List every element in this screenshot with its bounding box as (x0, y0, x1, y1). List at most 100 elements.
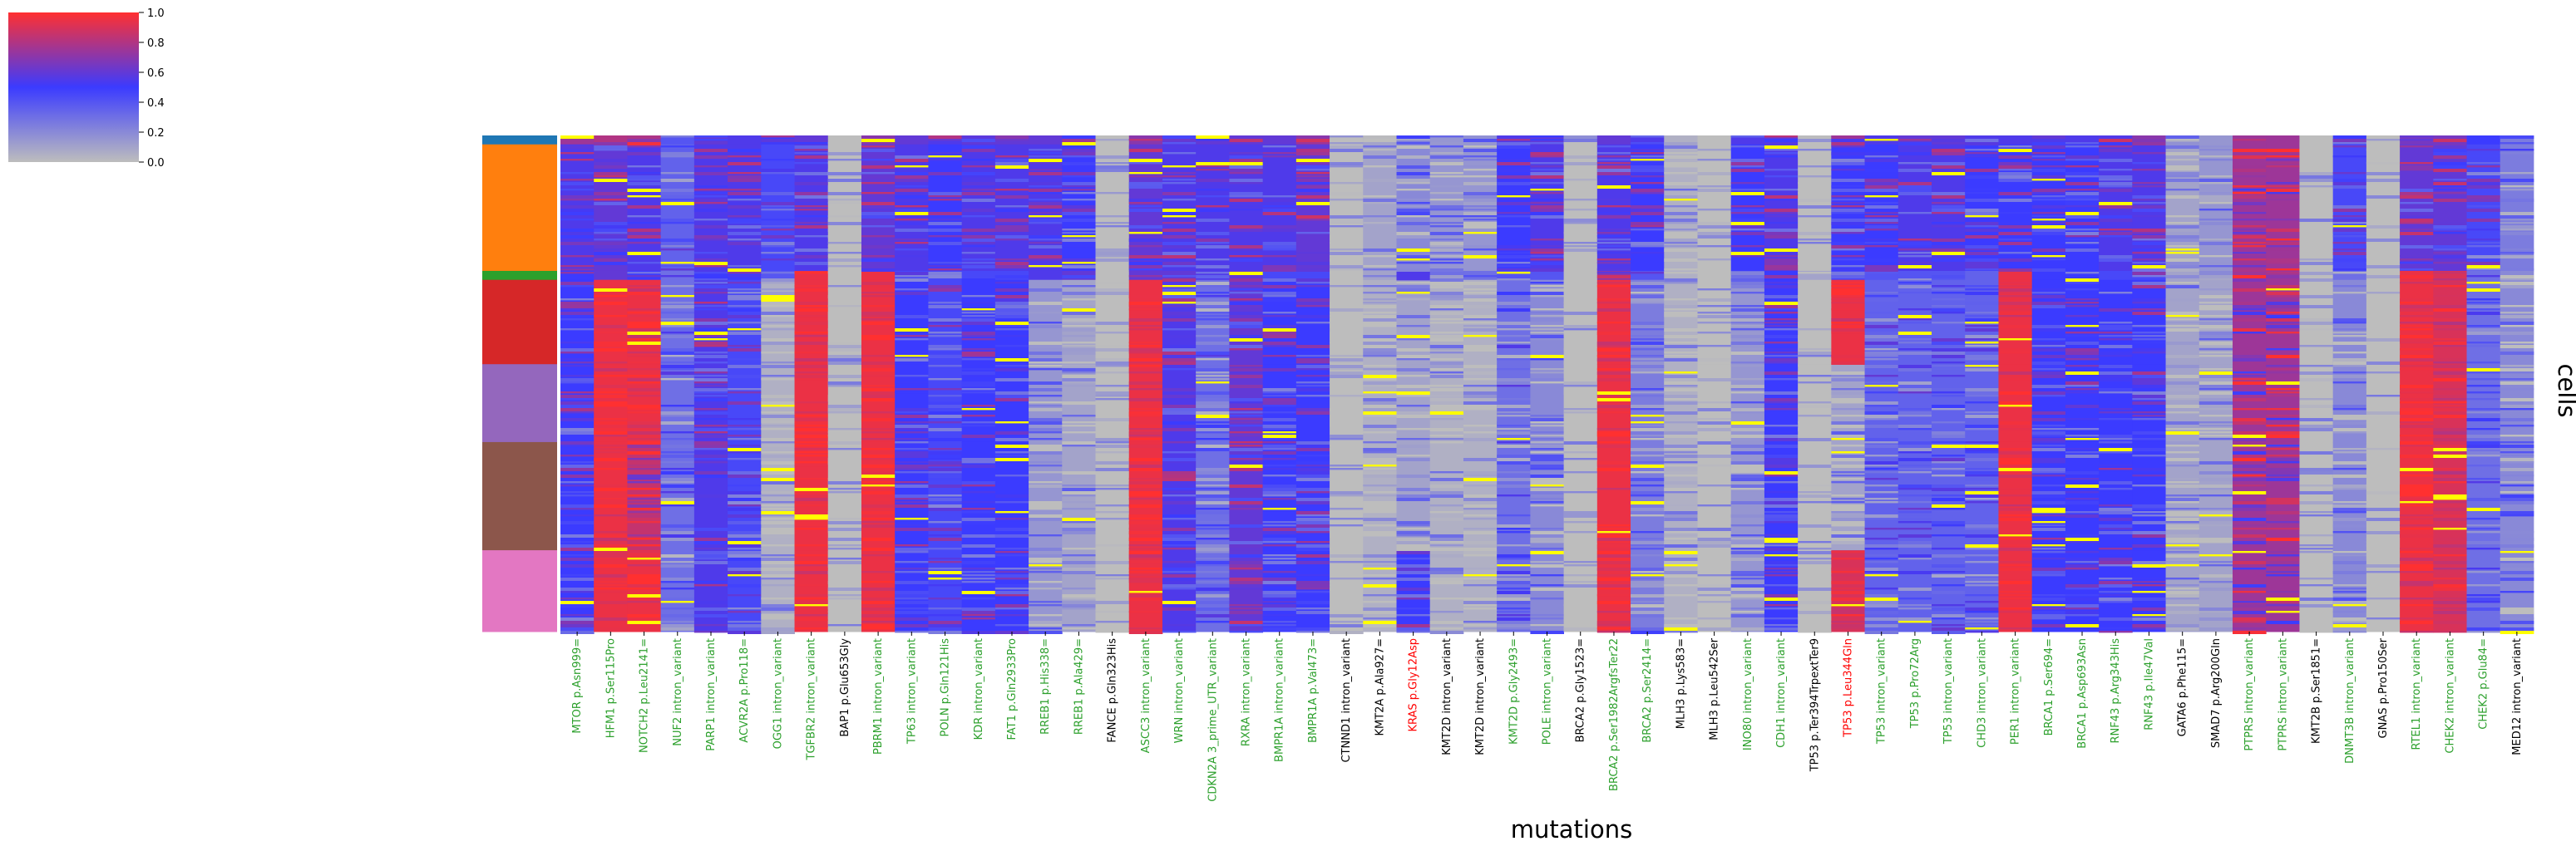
heatmap-cell (1764, 554, 1799, 557)
heatmap-cell (728, 232, 762, 235)
heatmap-cell (660, 554, 695, 558)
heatmap-cell (1196, 352, 1230, 355)
heatmap-cell (2099, 229, 2133, 231)
heatmap-cell (1864, 544, 1899, 548)
heatmap-cell (1730, 292, 1765, 294)
heatmap-cell (1864, 588, 1899, 590)
heatmap-cell (1965, 348, 1999, 352)
heatmap-cell (2299, 332, 2334, 335)
heatmap-cell (1363, 265, 1397, 268)
heatmap-cell (1128, 531, 1163, 534)
heatmap-cell (2233, 182, 2267, 184)
heatmap-cell (961, 252, 996, 254)
heatmap-cell (2299, 298, 2334, 301)
heatmap-cell (2366, 358, 2401, 361)
heatmap-cell (895, 388, 929, 391)
heatmap-cell (1864, 342, 1899, 345)
heatmap-cell (2299, 578, 2334, 580)
heatmap-cell (1998, 175, 2033, 179)
heatmap-cell (2031, 189, 2066, 192)
heatmap-cell (1831, 145, 1865, 148)
heatmap-cell-block (994, 364, 1029, 443)
heatmap-cell (1196, 295, 1230, 298)
heatmap-cell (1530, 551, 1565, 554)
heatmap-cell (2198, 415, 2233, 417)
heatmap-cell (1664, 348, 1698, 352)
heatmap-column (1864, 135, 1899, 634)
heatmap-cell (1363, 165, 1397, 168)
heatmap-cell (2299, 135, 2334, 138)
heatmap-cell (2165, 395, 2200, 398)
heatmap-cell (994, 295, 1029, 298)
heatmap-cell (1363, 318, 1397, 322)
heatmap-cell (2099, 149, 2133, 152)
heatmap-cell (2233, 318, 2267, 322)
heatmap-cell (693, 431, 728, 434)
heatmap-cell (1897, 352, 1932, 355)
heatmap-cell (2031, 431, 2066, 435)
heatmap-cell (1095, 531, 1130, 534)
heatmap-cell (1429, 159, 1464, 162)
heatmap-cell (1596, 262, 1631, 264)
heatmap-cell (560, 398, 595, 401)
heatmap-cell (1730, 584, 1765, 588)
heatmap-cell (1563, 282, 1598, 285)
heatmap-cell (1596, 627, 1631, 630)
heatmap-cell (1429, 611, 1464, 613)
heatmap-cell (1965, 554, 1999, 557)
heatmap-cell (1530, 435, 1565, 437)
heatmap-cell (1697, 465, 1732, 467)
heatmap-cell (1229, 322, 1264, 325)
heatmap-cell (1965, 288, 1999, 291)
heatmap-cell (1596, 205, 1631, 208)
heatmap-cell (1128, 348, 1163, 352)
heatmap-cell (560, 268, 595, 271)
heatmap-cell (2031, 385, 2066, 388)
heatmap-cell (1062, 624, 1096, 627)
heatmap-cell (560, 411, 595, 414)
heatmap-column (1162, 135, 1197, 633)
heatmap-cell (1162, 175, 1197, 178)
heatmap-cell (2165, 179, 2200, 182)
heatmap-cell (928, 335, 963, 337)
heatmap-cell (560, 401, 595, 405)
heatmap-cell (1864, 159, 1899, 162)
heatmap-cell-block (1998, 270, 2033, 281)
heatmap-cell (1262, 591, 1297, 594)
heatmap-cell (627, 272, 662, 274)
heatmap-cell (2266, 598, 2300, 601)
heatmap-cell (1295, 465, 1330, 467)
heatmap-cell (1029, 258, 1063, 261)
heatmap-cell (827, 258, 862, 262)
heatmap-cell (1965, 388, 1999, 391)
heatmap-cell (1897, 212, 1932, 214)
heatmap-cell (728, 627, 762, 631)
heatmap-cell (2332, 621, 2367, 623)
heatmap-cell (1162, 275, 1197, 278)
heatmap-cell (1864, 318, 1899, 322)
heatmap-cell (1062, 627, 1096, 630)
heatmap-cell (1864, 528, 1899, 530)
heatmap-cell-block (1463, 144, 1498, 272)
heatmap-cell (1764, 514, 1799, 518)
heatmap-cell (827, 342, 862, 345)
heatmap-cell (2132, 514, 2166, 517)
heatmap-cell (2366, 538, 2401, 540)
heatmap-cell (1798, 239, 1832, 241)
heatmap-cell (1596, 229, 1631, 231)
heatmap-cell (761, 478, 795, 481)
heatmap-cell (1764, 212, 1799, 214)
heatmap-cell (728, 531, 762, 534)
heatmap-cell (1295, 541, 1330, 544)
heatmap-cell-block (1530, 364, 1565, 443)
heatmap-cell (693, 388, 728, 391)
heatmap-cell (1029, 408, 1063, 411)
heatmap-cell (1396, 205, 1431, 208)
heatmap-cell (2031, 169, 2066, 172)
heatmap-cell (1932, 212, 1966, 214)
heatmap-cell (594, 571, 628, 573)
heatmap-cell (2031, 205, 2066, 209)
heatmap-cell (1998, 475, 2033, 478)
heatmap-cell (1128, 558, 1163, 560)
heatmap-cell (1864, 345, 1899, 347)
